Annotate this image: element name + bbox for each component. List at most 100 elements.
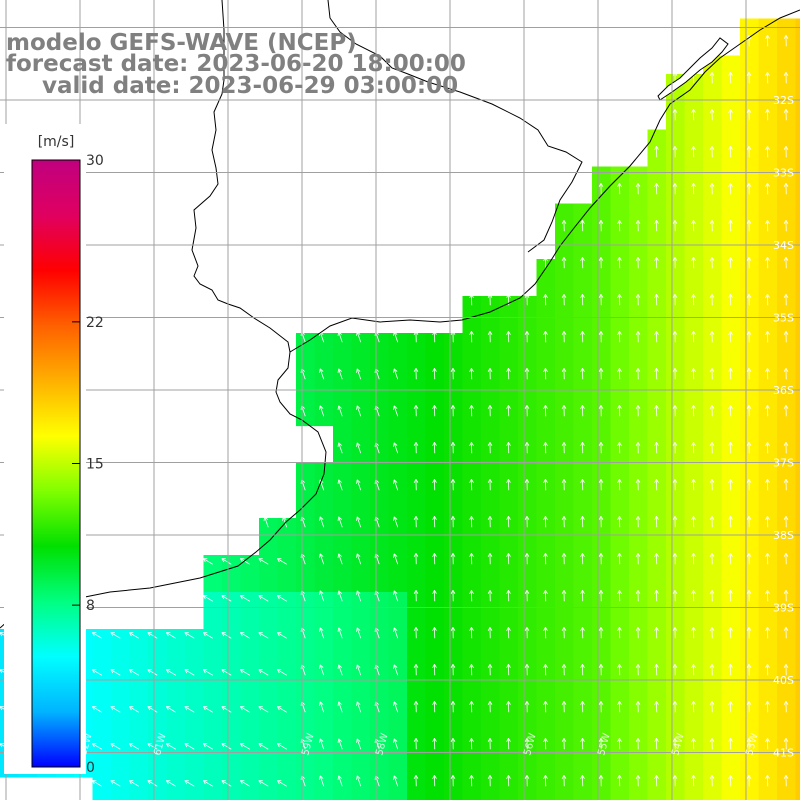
wind-arrow <box>239 780 250 787</box>
wind-arrow <box>654 516 659 528</box>
wind-speed-cell <box>758 370 778 390</box>
wind-speed-cell <box>555 740 575 760</box>
wind-speed-cell <box>610 203 630 223</box>
wind-speed-cell <box>795 166 800 186</box>
wind-speed-cell <box>795 425 800 445</box>
wind-arrow <box>450 664 456 676</box>
wind-speed-cell <box>555 370 575 390</box>
wind-arrow <box>709 442 715 454</box>
wind-speed-cell <box>462 629 482 649</box>
wind-speed-cell <box>536 647 556 667</box>
wind-speed-cell <box>592 259 612 279</box>
wind-arrow <box>617 775 622 787</box>
wind-speed-cell <box>499 647 519 667</box>
wind-speed-cell <box>314 536 334 556</box>
wind-arrow <box>654 257 659 269</box>
wind-arrow <box>580 479 585 491</box>
wind-arrow <box>221 780 232 787</box>
wind-speed-cell <box>610 536 630 556</box>
wind-speed-cell <box>370 518 390 538</box>
wind-speed-cell <box>277 573 297 593</box>
wind-speed-cell <box>703 703 723 723</box>
wind-arrow <box>709 405 715 417</box>
wind-speed-cell <box>462 684 482 704</box>
wind-arrow <box>561 701 567 713</box>
wind-arrow <box>617 405 622 417</box>
wind-speed-cell <box>536 444 556 464</box>
wind-arrow <box>672 183 678 195</box>
wind-arrow <box>128 706 139 713</box>
wind-speed-cell <box>684 259 704 279</box>
wind-speed-cell <box>777 573 797 593</box>
wind-arrow <box>728 775 733 787</box>
wind-speed-cell <box>185 703 205 723</box>
wind-speed-cell <box>740 111 760 131</box>
map-title-model: modelo GEFS-WAVE (NCEP) <box>6 30 357 56</box>
wind-arrow <box>393 627 399 639</box>
wind-speed-cell <box>573 370 593 390</box>
wind-speed-cell <box>536 296 556 316</box>
wind-speed-cell <box>425 351 445 371</box>
wind-arrow <box>276 780 287 787</box>
wind-speed-cell <box>481 333 501 353</box>
wind-speed-cell <box>407 740 427 760</box>
wind-speed-cell <box>92 666 112 686</box>
wind-speed-cell <box>518 444 538 464</box>
wind-speed-cell <box>647 684 667 704</box>
wind-arrow <box>672 146 678 158</box>
wind-speed-cell <box>555 684 575 704</box>
wind-speed-cell <box>222 777 242 797</box>
wind-speed-cell <box>703 444 723 464</box>
map-title-valid-date: valid date: 2023-06-29 03:00:00 <box>42 73 459 99</box>
wind-arrow <box>746 368 752 380</box>
wind-speed-cell <box>721 166 741 186</box>
wind-arrow <box>543 516 548 528</box>
wind-speed-cell <box>740 573 760 593</box>
wind-speed-cell <box>425 666 445 686</box>
wind-arrow <box>765 331 770 343</box>
wind-speed-cell <box>610 388 630 408</box>
wind-speed-cell <box>296 721 316 741</box>
wind-arrow <box>413 368 419 380</box>
wind-speed-cell <box>758 740 778 760</box>
wind-speed-cell <box>795 666 800 686</box>
wind-speed-cell <box>795 92 800 112</box>
wind-speed-cell <box>518 721 538 741</box>
wind-speed-cell <box>629 296 649 316</box>
wind-speed-cell <box>555 203 575 223</box>
wind-arrow <box>543 553 548 565</box>
wind-speed-cell <box>666 536 686 556</box>
wind-speed-cell <box>629 555 649 575</box>
wind-arrow <box>598 553 604 565</box>
wind-arrow <box>765 146 770 158</box>
wind-arrow <box>672 109 678 121</box>
wind-speed-cell <box>425 407 445 427</box>
wind-speed-cell <box>758 203 778 223</box>
wind-speed-cell <box>684 148 704 168</box>
wind-speed-cell <box>592 333 612 353</box>
wind-arrow <box>654 590 659 602</box>
wind-speed-cell <box>610 425 630 445</box>
wind-speed-cell <box>721 74 741 94</box>
wind-arrow <box>580 738 585 750</box>
wind-speed-cell <box>499 462 519 482</box>
wind-speed-cell <box>647 314 667 334</box>
wind-speed-cell <box>499 758 519 778</box>
wind-arrow <box>654 627 659 639</box>
wind-speed-cell <box>795 203 800 223</box>
wind-arrow <box>450 516 456 528</box>
wind-arrow <box>165 669 176 676</box>
wind-speed-cell <box>647 573 667 593</box>
wind-speed-cell <box>740 684 760 704</box>
wind-speed-cell <box>647 462 667 482</box>
wind-speed-cell <box>499 314 519 334</box>
wind-speed-cell <box>536 370 556 390</box>
wind-speed-cell <box>203 777 223 797</box>
wind-arrow <box>413 738 419 750</box>
wind-speed-cell <box>536 573 556 593</box>
wind-speed-cell <box>407 647 427 667</box>
wind-speed-cell <box>721 296 741 316</box>
wind-speed-cell <box>407 684 427 704</box>
wind-speed-cell <box>666 388 686 408</box>
wind-speed-cell <box>610 499 630 519</box>
